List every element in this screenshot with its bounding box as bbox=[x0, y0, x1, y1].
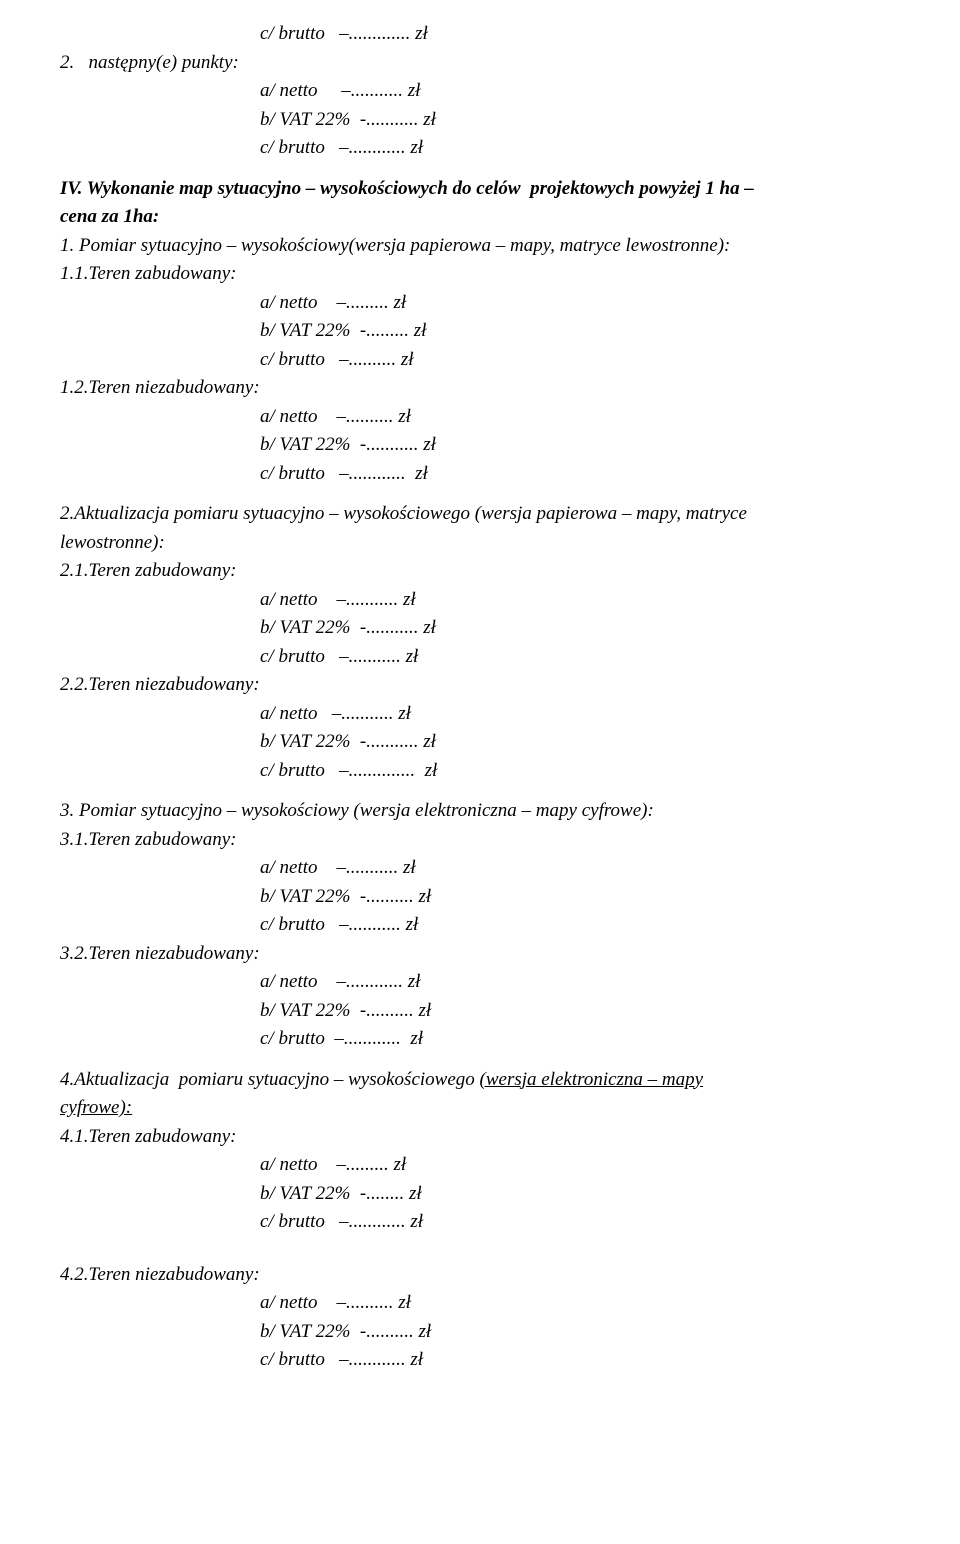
item-4-2-header: 4.2.Teren niezabudowany: bbox=[60, 1261, 900, 1290]
item-2-1-header: 2.1.Teren zabudowany: bbox=[60, 557, 900, 586]
price-netto-4-1: a/ netto –......... zł bbox=[260, 1151, 900, 1180]
price-vat-3-2: b/ VAT 22% -.......... zł bbox=[260, 997, 900, 1026]
top-netto-line: a/ netto –........... zł bbox=[260, 77, 900, 106]
price-vat-2-1: b/ VAT 22% -........... zł bbox=[260, 614, 900, 643]
item-2-2-header: 2.2.Teren niezabudowany: bbox=[60, 671, 900, 700]
item-1-header: 1. Pomiar sytuacyjno – wysokościowy(wers… bbox=[60, 232, 900, 261]
price-netto-1-2: a/ netto –.......... zł bbox=[260, 403, 900, 432]
item-2-header-a: 2.Aktualizacja pomiaru sytuacyjno – wyso… bbox=[60, 500, 900, 529]
item-3-1-header: 3.1.Teren zabudowany: bbox=[60, 826, 900, 855]
item-1-1-header: 1.1.Teren zabudowany: bbox=[60, 260, 900, 289]
item-3-header: 3. Pomiar sytuacyjno – wysokościowy (wer… bbox=[60, 797, 900, 826]
top-brutto2-line: c/ brutto –............ zł bbox=[260, 134, 900, 163]
price-brutto-3-2: c/ brutto –............ zł bbox=[260, 1025, 900, 1054]
item-4-header: 4.Aktualizacja pomiaru sytuacyjno – wyso… bbox=[60, 1066, 900, 1095]
item-4-underline: (wersja elektroniczna – mapy bbox=[480, 1069, 704, 1090]
item-4-1-header: 4.1.Teren zabudowany: bbox=[60, 1123, 900, 1152]
top-brutto-line: c/ brutto –............. zł bbox=[260, 20, 900, 49]
price-vat-4-2: b/ VAT 22% -.......... zł bbox=[260, 1318, 900, 1347]
price-netto-4-2: a/ netto –.......... zł bbox=[260, 1289, 900, 1318]
price-netto-3-1: a/ netto –........... zł bbox=[260, 854, 900, 883]
price-netto-2-1: a/ netto –........... zł bbox=[260, 586, 900, 615]
price-brutto-1-2: c/ brutto –............ zł bbox=[260, 460, 900, 489]
price-vat-3-1: b/ VAT 22% -.......... zł bbox=[260, 883, 900, 912]
item-3-2-header: 3.2.Teren niezabudowany: bbox=[60, 940, 900, 969]
item-2-header-b: lewostronne): bbox=[60, 529, 900, 558]
price-vat-1-1: b/ VAT 22% -......... zł bbox=[260, 317, 900, 346]
price-netto-3-2: a/ netto –............ zł bbox=[260, 968, 900, 997]
price-vat-2-2: b/ VAT 22% -........... zł bbox=[260, 728, 900, 757]
price-netto-2-2: a/ netto –........... zł bbox=[260, 700, 900, 729]
item-1-2-header: 1.2.Teren niezabudowany: bbox=[60, 374, 900, 403]
price-brutto-4-2: c/ brutto –............ zł bbox=[260, 1346, 900, 1375]
price-brutto-2-1: c/ brutto –........... zł bbox=[260, 643, 900, 672]
price-brutto-2-2: c/ brutto –.............. zł bbox=[260, 757, 900, 786]
top-vat-line: b/ VAT 22% -........... zł bbox=[260, 106, 900, 135]
price-brutto-3-1: c/ brutto –........... zł bbox=[260, 911, 900, 940]
section-iv-title-2: cena za 1ha: bbox=[60, 203, 900, 232]
price-vat-4-1: b/ VAT 22% -........ zł bbox=[260, 1180, 900, 1209]
price-vat-1-2: b/ VAT 22% -........... zł bbox=[260, 431, 900, 460]
price-netto-1-1: a/ netto –......... zł bbox=[260, 289, 900, 318]
item-4-header-b: cyfrowe): bbox=[60, 1094, 900, 1123]
section-iv-title-1: IV. Wykonanie map sytuacyjno – wysokości… bbox=[60, 175, 900, 204]
punkt-2-label: 2. następny(e) punkty: bbox=[60, 49, 900, 78]
price-brutto-4-1: c/ brutto –............ zł bbox=[260, 1208, 900, 1237]
price-brutto-1-1: c/ brutto –.......... zł bbox=[260, 346, 900, 375]
